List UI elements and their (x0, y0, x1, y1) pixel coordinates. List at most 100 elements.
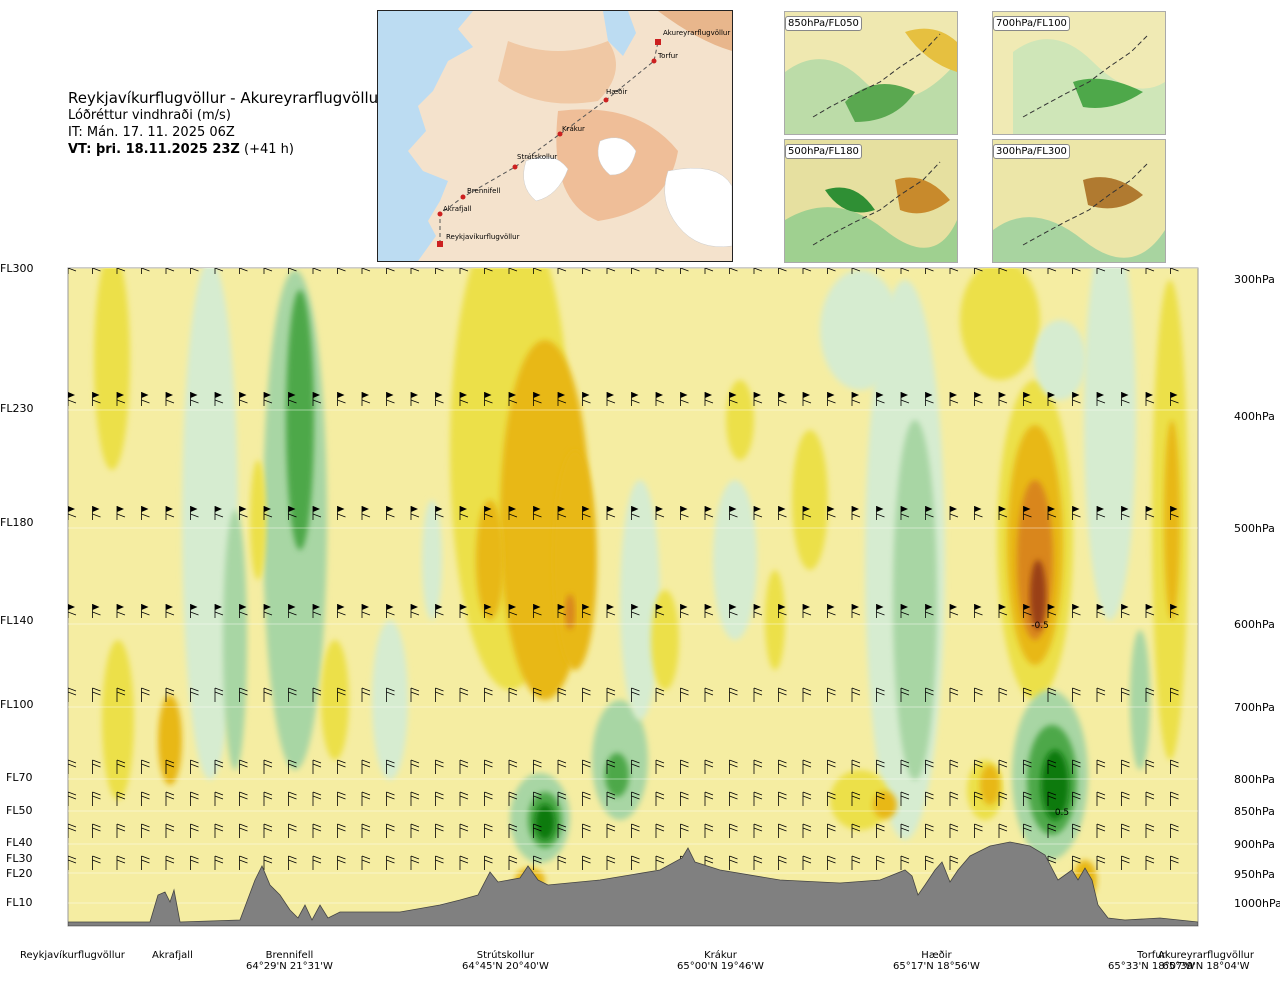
wind-barb (557, 759, 567, 774)
wind-barb (606, 855, 616, 870)
location-name: Akureyrarflugvöllur (1158, 950, 1255, 961)
wind-barb (876, 687, 885, 702)
wind-barb (116, 687, 126, 702)
wind-barb (1145, 687, 1155, 702)
terrain-profile (68, 841, 1198, 926)
wind-barb (239, 392, 248, 406)
wind-barb (925, 687, 934, 702)
wind-barb (974, 687, 983, 702)
velocity-cell-0 (94, 268, 130, 470)
thumbnail-850hpa[interactable]: 850hPa/FL050 (784, 11, 958, 135)
wind-barb (190, 823, 199, 838)
wind-barb (68, 791, 77, 806)
wind-barb (484, 604, 493, 618)
wind-barb (165, 506, 175, 520)
wind-barb (827, 268, 836, 274)
wind-barb (876, 855, 885, 870)
wind-barb (263, 759, 273, 774)
thumbnail-300hpa[interactable]: 300hPa/FL300 (992, 139, 1166, 263)
fl-label-fl300: FL300 (0, 262, 34, 275)
wind-barb (435, 823, 444, 838)
wind-barb (1047, 823, 1057, 838)
wind-barb (337, 506, 346, 520)
hpa-label-500: 500hPa (1234, 522, 1275, 535)
map-label-krakur: Krákur (562, 125, 585, 133)
wind-barb (631, 604, 640, 618)
wind-barb (729, 759, 738, 774)
wind-barb (141, 687, 150, 702)
velocity-cell-7 (250, 460, 266, 580)
wind-barb (288, 759, 297, 774)
wind-barb (851, 823, 861, 838)
hpa-label-900: 900hPa (1234, 838, 1275, 851)
wind-barb (655, 268, 665, 274)
thumbnail-500hpa[interactable]: 500hPa/FL180 (784, 139, 958, 263)
wind-barb (1170, 759, 1179, 774)
wind-barb (165, 268, 175, 274)
thumbnail-700hpa[interactable]: 700hPa/FL100 (992, 11, 1166, 135)
issue-time: IT: Mán. 17. 11. 2025 06Z (68, 125, 235, 140)
wind-barb (729, 392, 738, 406)
wind-barb (1047, 687, 1057, 702)
wind-barb (68, 855, 77, 870)
wind-barb (704, 791, 714, 806)
wind-barb (998, 268, 1008, 274)
map-label-reykjavikurflugvollur: Reykjavíkurflugvöllur (446, 233, 520, 241)
fl-label-fl100: FL100 (0, 698, 34, 711)
wind-barb (361, 392, 371, 406)
wind-barb (974, 268, 983, 274)
map-label-strutskollur: Strútskollur (517, 153, 557, 161)
wind-barb (68, 823, 77, 838)
wind-barb (974, 392, 983, 406)
wind-barb (729, 604, 738, 618)
wind-barb (92, 687, 101, 702)
wind-barb (1047, 604, 1057, 618)
wind-barb (312, 506, 322, 520)
wind-barb (753, 687, 763, 702)
wind-barb (165, 791, 175, 806)
wind-barb (435, 392, 444, 406)
wind-barb (582, 687, 591, 702)
wind-barb (802, 604, 812, 618)
wind-barb (1121, 759, 1130, 774)
wind-barb (1170, 604, 1179, 618)
wind-barb (753, 759, 763, 774)
wind-barb (533, 759, 542, 774)
wind-barb (631, 823, 640, 838)
fl-label-fl10: FL10 (6, 896, 33, 909)
wind-barb (827, 791, 836, 806)
wind-barb (459, 392, 469, 406)
wind-barb (263, 604, 273, 618)
wind-barb (459, 855, 469, 870)
wind-barb (680, 823, 689, 838)
velocity-cell-6 (286, 290, 314, 550)
velocity-cell-30 (830, 770, 890, 830)
velocity-cell-41 (960, 268, 1040, 380)
wind-barb (631, 855, 640, 870)
wind-barb (410, 759, 420, 774)
wind-barb (925, 506, 934, 520)
wind-barb (778, 823, 787, 838)
wind-barb (410, 823, 420, 838)
wind-barb (900, 823, 910, 838)
wind-barb (1145, 506, 1155, 520)
fl-label-fl30: FL30 (6, 852, 33, 865)
wind-barb (606, 268, 616, 274)
wind-barb (533, 506, 542, 520)
wind-barb (312, 823, 322, 838)
wind-barb (288, 392, 297, 406)
wind-barb (533, 392, 542, 406)
wind-barb (606, 506, 616, 520)
wind-barb (1072, 687, 1081, 702)
hpa-label-850: 850hPa (1234, 805, 1275, 818)
wind-barb (778, 268, 787, 274)
wind-barb (729, 268, 738, 274)
hpa-label-950: 950hPa (1234, 868, 1275, 881)
wind-barb (1023, 268, 1032, 274)
wind-barb (410, 791, 420, 806)
wind-barb (1047, 506, 1057, 520)
wind-barb (312, 392, 322, 406)
wind-barb (1121, 604, 1130, 618)
velocity-cell-26 (726, 380, 754, 460)
